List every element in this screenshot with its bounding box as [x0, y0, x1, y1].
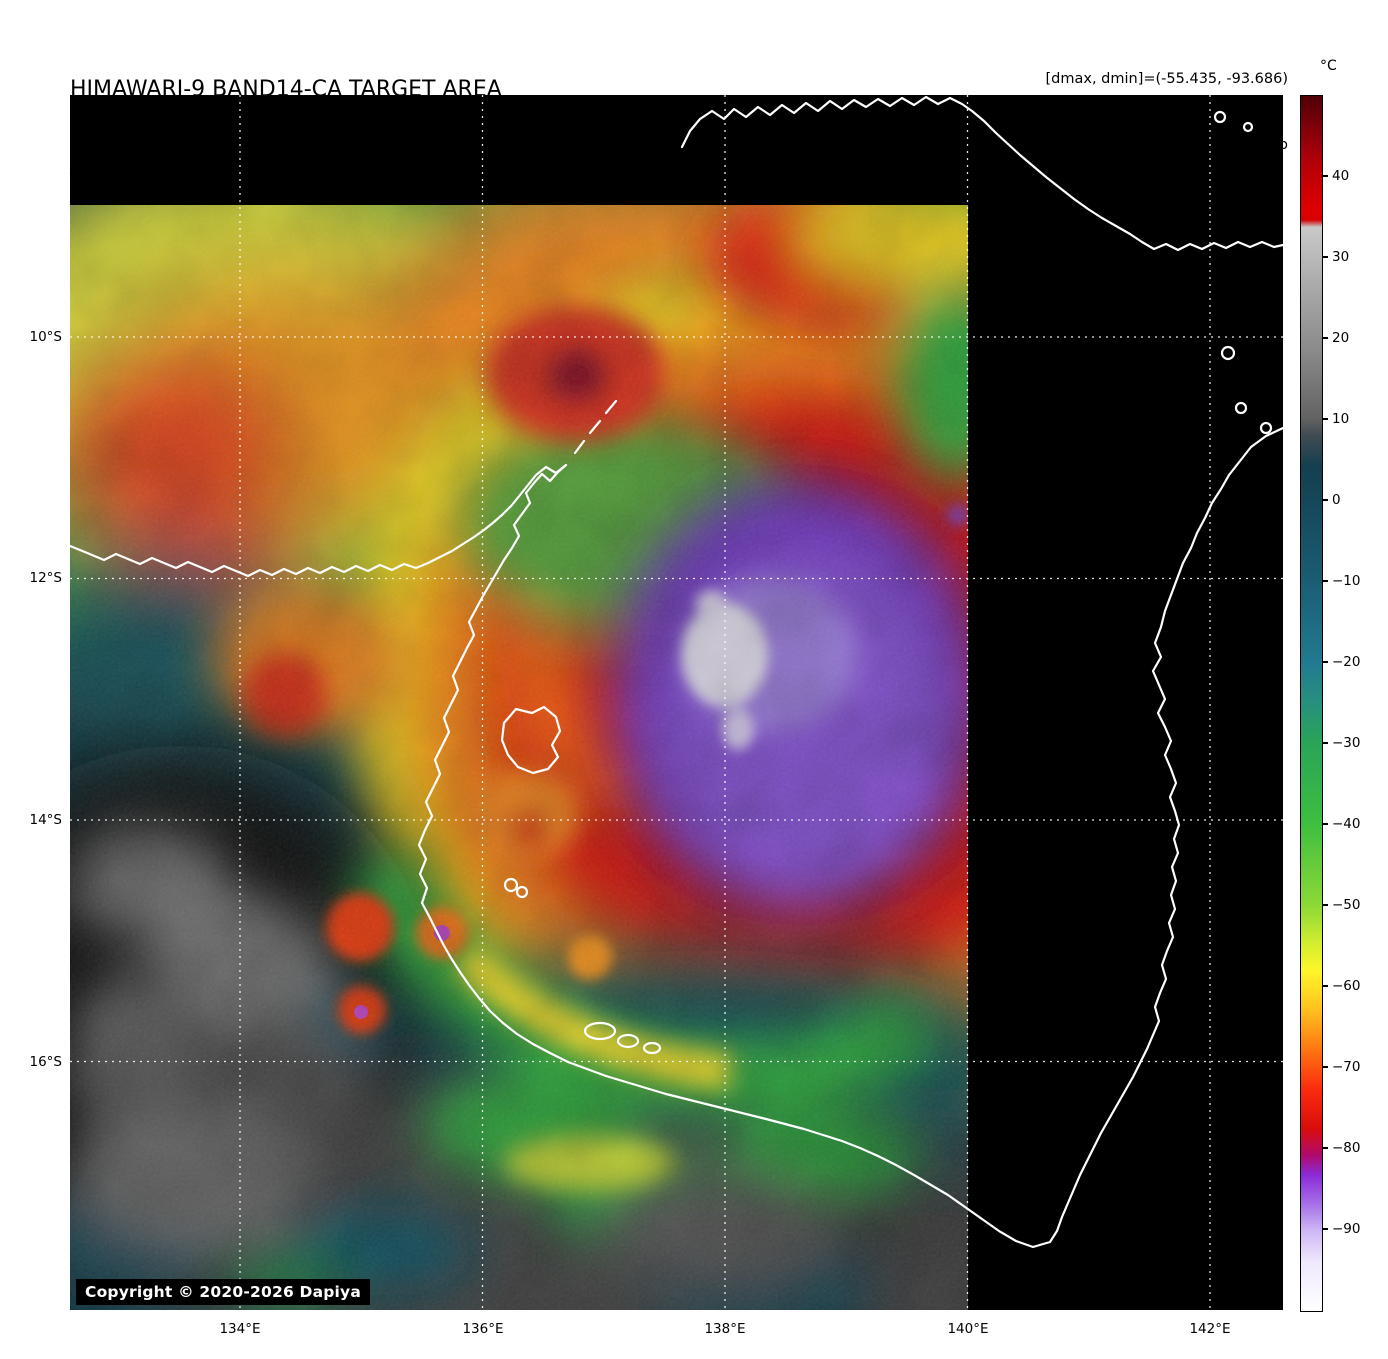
colorbar-tick-10: 10 — [1321, 411, 1350, 427]
satellite-data — [70, 205, 968, 1310]
lat-tick-14s: 14°S — [29, 812, 63, 828]
island-png-1 — [1213, 110, 1227, 124]
island-torres-3 — [1259, 421, 1273, 435]
lat-tick-10s: 10°S — [29, 329, 63, 345]
colorbar-tick-n90: −90 — [1322, 1221, 1361, 1237]
copyright-badge: Copyright © 2020-2026 Dapiya — [76, 1279, 371, 1305]
lat-tick-16s: 16°S — [29, 1054, 63, 1070]
lon-tick-134e: 134°E — [219, 1321, 261, 1337]
coastlines — [68, 95, 1285, 1249]
colorbar-tick-n60: −60 — [1322, 978, 1361, 994]
satellite-map-canvas — [68, 95, 1285, 1310]
island-wellesley-2 — [642, 1041, 662, 1055]
colorbar-tick-40: 40 — [1321, 168, 1350, 184]
plot-title: HIMAWARI-9 BAND14-CA TARGET AREA — [70, 77, 502, 102]
colorbar-tick-0: 0 — [1322, 492, 1341, 508]
colorbar-tick-n80: −80 — [1322, 1140, 1361, 1156]
coastline-papua — [680, 95, 1285, 252]
map-area: Copyright © 2020-2026 Dapiya — [68, 95, 1285, 1310]
dmax-dmin-label: [dmax, dmin]=(-55.435, -93.686) — [1045, 71, 1289, 87]
colorbar-tick-n30: −30 — [1322, 735, 1361, 751]
colorbar-tick-n20: −20 — [1322, 654, 1361, 670]
coastline-gulf-of-carpentaria — [68, 426, 1285, 1249]
colorbar-tick-n50: −50 — [1322, 897, 1361, 913]
colorbar-tick-n40: −40 — [1322, 816, 1361, 832]
lat-tick-12s: 12°S — [29, 570, 63, 586]
island-png-2 — [1242, 121, 1254, 133]
colorbar-tick-30: 30 — [1321, 249, 1350, 265]
colorbar — [1300, 95, 1323, 1312]
lon-tick-138e: 138°E — [704, 1321, 746, 1337]
island-pellew-2 — [515, 885, 529, 899]
lon-tick-136e: 136°E — [462, 1321, 504, 1337]
island-torres-1 — [1220, 345, 1236, 361]
island-wellesley — [616, 1033, 640, 1049]
colorbar-unit-label: °C — [1320, 58, 1337, 74]
colorbar-tick-n70: −70 — [1322, 1059, 1361, 1075]
lon-tick-140e: 140°E — [947, 1321, 989, 1337]
islands-wessel — [573, 399, 618, 455]
island-torres-2 — [1234, 401, 1248, 415]
colorbar-tick-n10: −10 — [1322, 573, 1361, 589]
colorbar-tick-20: 20 — [1321, 330, 1350, 346]
island-groote-eylandt — [500, 705, 562, 775]
island-pellew — [503, 877, 519, 893]
island-mornington — [583, 1021, 617, 1041]
lon-tick-142e: 142°E — [1189, 1321, 1231, 1337]
colorbar-gradient — [1301, 96, 1322, 1311]
